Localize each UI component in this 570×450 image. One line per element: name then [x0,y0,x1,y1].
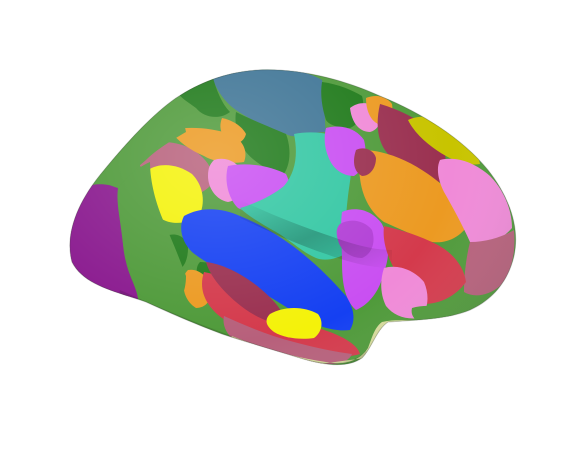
brain-outline [69,69,517,366]
shade-sylvian-fold [240,200,392,268]
